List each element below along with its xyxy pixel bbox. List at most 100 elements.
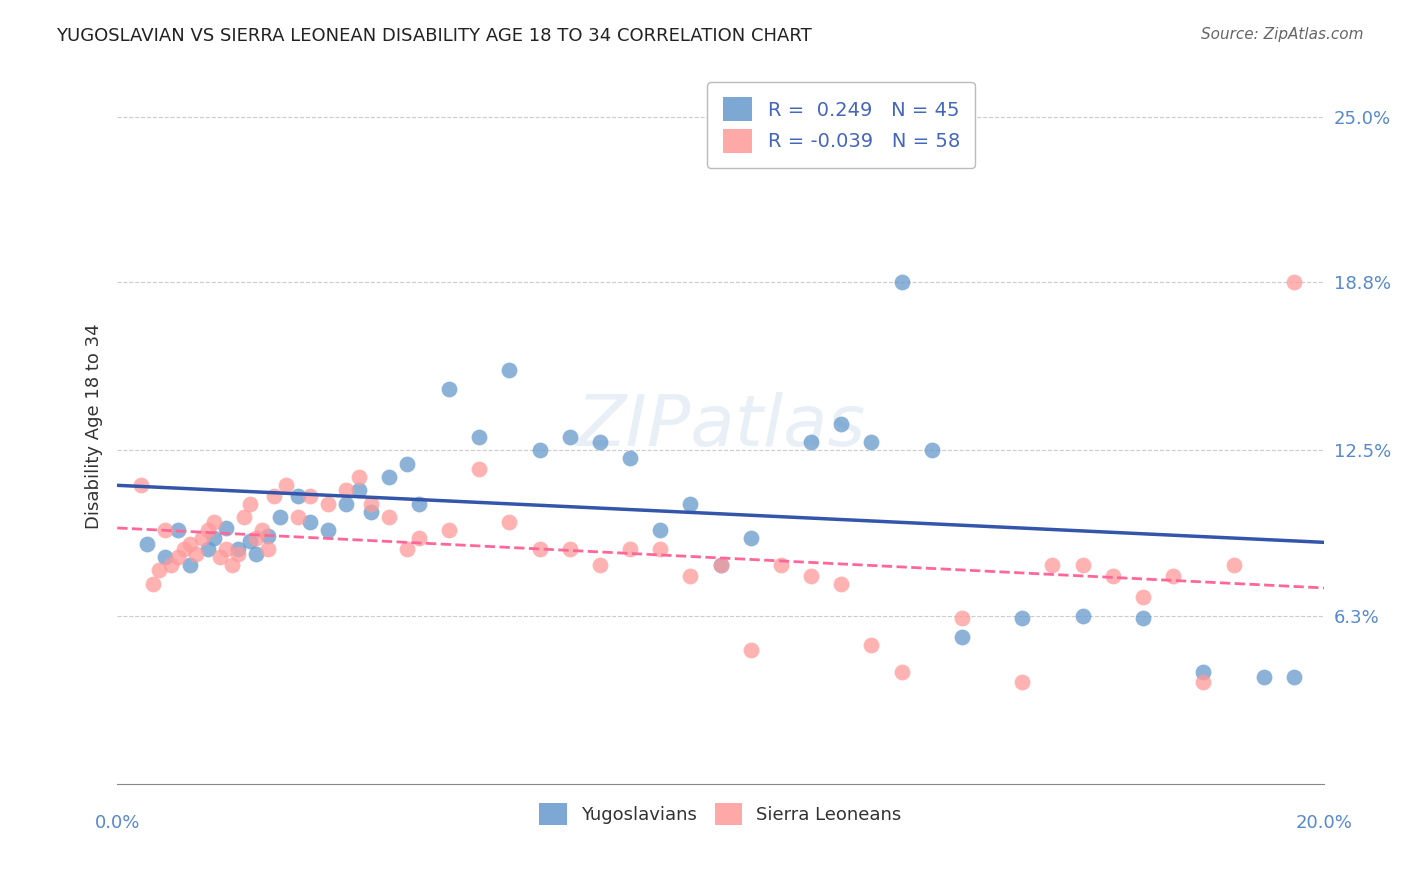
Point <box>232 510 254 524</box>
Point <box>148 563 170 577</box>
Point <box>740 643 762 657</box>
Point <box>239 497 262 511</box>
Point <box>360 505 382 519</box>
Point <box>142 576 165 591</box>
Point <box>950 630 973 644</box>
Point <box>226 547 249 561</box>
Point <box>650 523 672 537</box>
Point <box>215 520 238 534</box>
Point <box>226 541 249 556</box>
Point <box>710 558 733 572</box>
Point <box>1071 608 1094 623</box>
Text: Source: ZipAtlas.com: Source: ZipAtlas.com <box>1201 27 1364 42</box>
Point <box>318 523 340 537</box>
Point <box>529 541 551 556</box>
Point <box>558 541 581 556</box>
Point <box>860 435 883 450</box>
Point <box>197 523 219 537</box>
Point <box>215 541 238 556</box>
Point <box>208 549 231 564</box>
Point <box>860 638 883 652</box>
Point <box>155 549 177 564</box>
Point <box>529 443 551 458</box>
Point <box>589 435 612 450</box>
Point <box>160 558 183 572</box>
Point <box>468 430 491 444</box>
Point <box>498 363 520 377</box>
Point <box>347 470 370 484</box>
Point <box>408 531 430 545</box>
Point <box>155 523 177 537</box>
Point <box>1132 590 1154 604</box>
Point <box>650 541 672 556</box>
Point <box>257 541 280 556</box>
Point <box>1192 665 1215 679</box>
Point <box>1161 568 1184 582</box>
Point <box>377 470 399 484</box>
Point <box>468 462 491 476</box>
Point <box>498 516 520 530</box>
Point <box>335 483 357 498</box>
Point <box>769 110 792 124</box>
Point <box>1132 611 1154 625</box>
Point <box>395 457 418 471</box>
Point <box>800 568 823 582</box>
Point <box>395 541 418 556</box>
Point <box>1071 558 1094 572</box>
Point <box>269 510 291 524</box>
Point <box>257 528 280 542</box>
Point <box>950 611 973 625</box>
Point <box>245 531 267 545</box>
Point <box>1192 675 1215 690</box>
Point <box>245 547 267 561</box>
Point <box>179 536 201 550</box>
Point <box>173 541 195 556</box>
Text: YUGOSLAVIAN VS SIERRA LEONEAN DISABILITY AGE 18 TO 34 CORRELATION CHART: YUGOSLAVIAN VS SIERRA LEONEAN DISABILITY… <box>56 27 813 45</box>
Text: 20.0%: 20.0% <box>1295 814 1353 832</box>
Point <box>239 533 262 548</box>
Point <box>377 510 399 524</box>
Point <box>360 497 382 511</box>
Point <box>619 541 641 556</box>
Point <box>166 523 188 537</box>
Point <box>830 417 852 431</box>
Point <box>202 531 225 545</box>
Point <box>263 489 285 503</box>
Point <box>299 516 322 530</box>
Point <box>800 435 823 450</box>
Point <box>408 497 430 511</box>
Point <box>710 558 733 572</box>
Point <box>679 497 702 511</box>
Legend: Yugoslavians, Sierra Leoneans: Yugoslavians, Sierra Leoneans <box>533 796 908 832</box>
Point <box>299 489 322 503</box>
Point <box>437 382 460 396</box>
Point <box>1101 568 1123 582</box>
Point <box>830 576 852 591</box>
Point <box>347 483 370 498</box>
Point <box>769 558 792 572</box>
Point <box>318 497 340 511</box>
Text: ZIPatlas: ZIPatlas <box>576 392 865 460</box>
Text: 0.0%: 0.0% <box>94 814 139 832</box>
Point <box>619 451 641 466</box>
Point <box>184 547 207 561</box>
Point <box>250 523 273 537</box>
Point <box>1282 670 1305 684</box>
Point <box>1282 275 1305 289</box>
Point <box>335 497 357 511</box>
Point <box>740 531 762 545</box>
Point <box>589 558 612 572</box>
Point <box>131 478 153 492</box>
Point <box>890 275 912 289</box>
Point <box>202 516 225 530</box>
Point <box>558 430 581 444</box>
Point <box>1042 558 1064 572</box>
Point <box>221 558 243 572</box>
Point <box>179 558 201 572</box>
Point <box>136 536 159 550</box>
Point <box>921 443 943 458</box>
Point <box>166 549 188 564</box>
Point <box>287 510 309 524</box>
Point <box>890 665 912 679</box>
Point <box>197 541 219 556</box>
